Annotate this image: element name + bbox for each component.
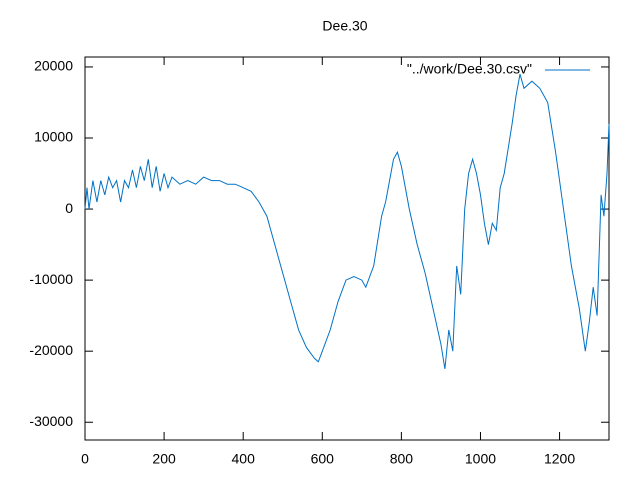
x-tick-label: 1200 [544, 451, 575, 467]
x-tick-label: 800 [390, 451, 414, 467]
x-tick-label: 400 [232, 451, 256, 467]
plot-border [84, 56, 610, 441]
x-tick-label: 200 [152, 451, 176, 467]
y-tick-label: 0 [65, 200, 73, 216]
x-tick-label: 600 [311, 451, 335, 467]
y-tick-label: -10000 [29, 271, 73, 287]
x-tick-label: 0 [81, 451, 89, 467]
data-line [84, 73, 610, 369]
x-tick-label: 1000 [465, 451, 496, 467]
y-tick-label: -30000 [29, 413, 73, 429]
y-tick-label: 10000 [34, 129, 73, 145]
y-tick-label: -20000 [29, 342, 73, 358]
legend-label: "../work/Dee.30.csv" [407, 61, 532, 77]
y-tick-label: 20000 [34, 58, 73, 74]
chart-title: Dee.30 [322, 18, 367, 34]
